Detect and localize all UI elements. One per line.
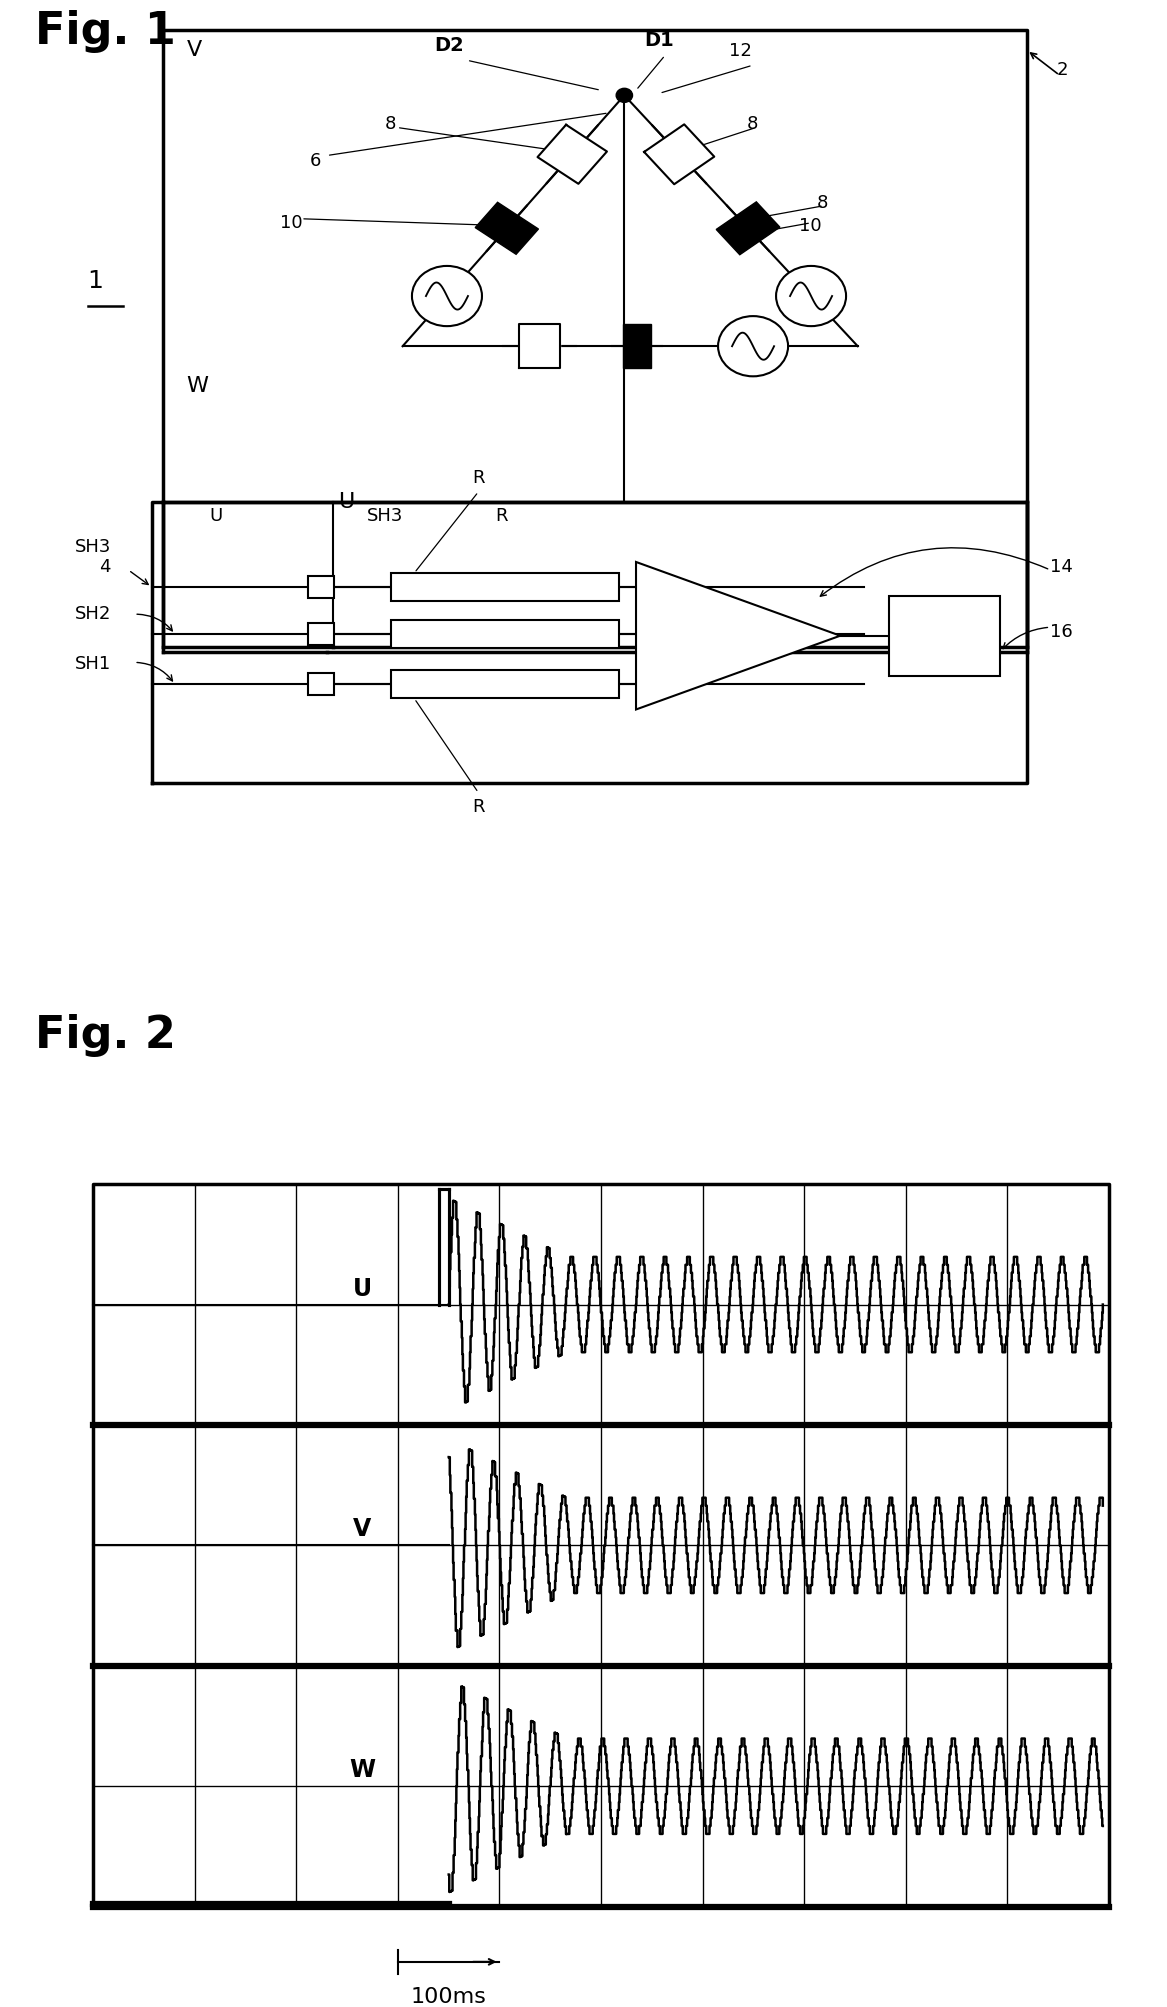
- Polygon shape: [636, 562, 840, 710]
- Text: U: U: [338, 492, 355, 512]
- Circle shape: [776, 265, 846, 325]
- Text: 1: 1: [88, 269, 104, 293]
- Polygon shape: [519, 323, 559, 369]
- Text: SH1: SH1: [75, 656, 111, 672]
- Bar: [308, 624, 334, 646]
- Text: W: W: [187, 377, 209, 395]
- Text: R: R: [496, 506, 508, 524]
- Polygon shape: [717, 203, 780, 255]
- Bar: [391, 574, 619, 602]
- Text: SH2: SH2: [75, 606, 111, 622]
- Text: D2: D2: [434, 36, 464, 56]
- Text: R: R: [473, 799, 484, 815]
- Bar: [308, 576, 334, 598]
- Circle shape: [718, 315, 788, 377]
- Bar: [391, 620, 619, 648]
- Text: V: V: [354, 1517, 371, 1541]
- Circle shape: [412, 265, 482, 325]
- Polygon shape: [475, 203, 538, 255]
- Text: U: U: [209, 506, 223, 524]
- Text: U: U: [352, 1276, 372, 1301]
- Text: 8: 8: [385, 116, 397, 132]
- Text: 14: 14: [1050, 558, 1074, 576]
- Text: 6: 6: [309, 153, 321, 169]
- Text: 8: 8: [747, 116, 759, 132]
- Text: R: R: [473, 470, 484, 488]
- Text: D1: D1: [644, 32, 675, 50]
- Bar: [308, 674, 334, 696]
- Text: 8: 8: [817, 195, 829, 211]
- Text: 2: 2: [1056, 62, 1068, 78]
- Text: SH3: SH3: [75, 538, 111, 556]
- Polygon shape: [644, 124, 714, 185]
- Text: 4: 4: [99, 558, 111, 576]
- Text: SH3: SH3: [366, 506, 404, 524]
- Bar: [391, 670, 619, 698]
- Text: W: W: [349, 1758, 376, 1782]
- Text: V: V: [187, 40, 202, 60]
- Text: 12: 12: [729, 42, 753, 60]
- Polygon shape: [538, 124, 607, 185]
- Text: Fig. 2: Fig. 2: [35, 1014, 176, 1056]
- Text: 16: 16: [1050, 624, 1072, 640]
- Text: Fig. 1: Fig. 1: [35, 10, 176, 52]
- Text: 10: 10: [280, 215, 302, 231]
- Circle shape: [616, 88, 633, 102]
- Text: 10: 10: [799, 217, 822, 235]
- Polygon shape: [623, 323, 651, 369]
- Text: 100ms: 100ms: [411, 1987, 487, 2007]
- Bar: [889, 596, 1000, 676]
